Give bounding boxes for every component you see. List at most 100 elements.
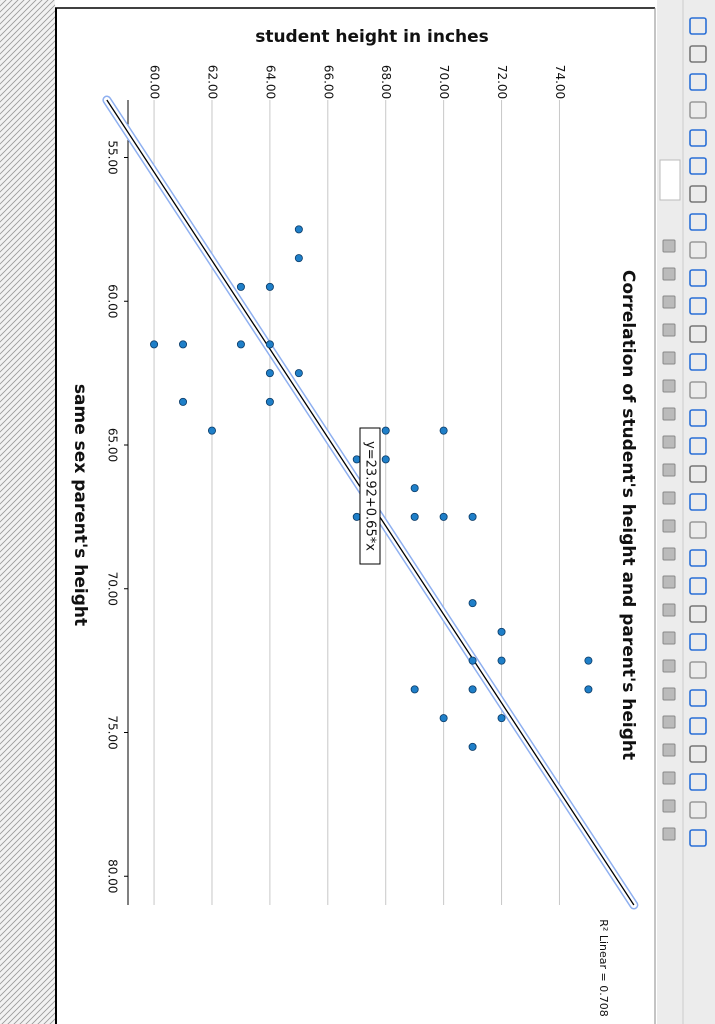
toolbar-button[interactable]	[689, 493, 707, 511]
point	[150, 340, 159, 349]
point	[439, 714, 448, 723]
x-tick-label: 55.00	[106, 140, 120, 174]
toolbar-button[interactable]	[689, 605, 707, 623]
x-tick-label: 70.00	[106, 572, 120, 606]
point	[410, 685, 419, 694]
point	[468, 656, 477, 665]
x-axis-title: same sex parent's height	[70, 384, 90, 626]
equation-box	[359, 427, 381, 565]
toolbar-button[interactable]	[689, 297, 707, 315]
point	[468, 742, 477, 751]
toolbar-button[interactable]	[662, 631, 676, 645]
toolbar-button[interactable]	[689, 549, 707, 567]
equation-label: y=23.92+0.65*x	[363, 441, 378, 551]
y-tick-label: 72.00	[495, 65, 509, 99]
toolbar-button[interactable]	[689, 717, 707, 735]
toolbar-button[interactable]	[689, 661, 707, 679]
point	[294, 254, 303, 263]
toolbar-button[interactable]	[662, 687, 676, 701]
point	[381, 455, 390, 464]
plot: 60.00 62.00 64.00 66.00 68.00 70.00 72.00 74.00…	[102, 65, 639, 910]
toolbar-button[interactable]	[662, 799, 676, 813]
toolbar-button[interactable]	[689, 633, 707, 651]
toolbar-button[interactable]	[689, 45, 707, 63]
point	[294, 225, 303, 234]
toolbar-button[interactable]	[662, 491, 676, 505]
point	[207, 426, 216, 435]
point	[497, 627, 506, 636]
point	[497, 656, 506, 665]
x-tick-label: 80.00	[106, 859, 120, 893]
point	[584, 685, 593, 694]
toolbar-button[interactable]	[689, 801, 707, 819]
point	[265, 282, 274, 291]
toolbar-button[interactable]	[662, 239, 676, 253]
toolbar-button[interactable]	[662, 575, 676, 589]
y-tick-label: 70.00	[437, 65, 451, 99]
toolbar-button[interactable]	[662, 771, 676, 785]
point	[468, 599, 477, 608]
toolbar-button[interactable]	[689, 465, 707, 483]
toolbar-button[interactable]	[662, 323, 676, 337]
point	[439, 426, 448, 435]
toolbar-button[interactable]	[689, 829, 707, 847]
point	[352, 455, 361, 464]
toolbar-button[interactable]	[662, 379, 676, 393]
point	[584, 656, 593, 665]
point	[468, 512, 477, 521]
point	[497, 714, 506, 723]
toolbar-button[interactable]	[662, 351, 676, 365]
toolbar-button[interactable]	[662, 659, 676, 673]
toolbar-button[interactable]	[662, 463, 676, 477]
toolbar-button[interactable]	[689, 353, 707, 371]
toolbar-button[interactable]	[689, 745, 707, 763]
toolbar-button[interactable]	[689, 157, 707, 175]
toolbar-button[interactable]	[689, 521, 707, 539]
toolbar-button[interactable]	[662, 743, 676, 757]
point	[468, 685, 477, 694]
toolbar-button[interactable]	[689, 577, 707, 595]
point	[410, 484, 419, 493]
toolbar-button[interactable]	[689, 269, 707, 287]
toolbar-button[interactable]	[662, 603, 676, 617]
x-tick-label: 65.00	[106, 428, 120, 462]
toolbar-button[interactable]	[662, 267, 676, 281]
toolbar-button[interactable]	[662, 715, 676, 729]
toolbar-button[interactable]	[689, 73, 707, 91]
toolbar-button[interactable]	[689, 381, 707, 399]
y-tick-label: 66.00	[321, 65, 335, 99]
toolbar-button[interactable]	[689, 773, 707, 791]
x-tick-label: 75.00	[106, 715, 120, 749]
toolbar-button[interactable]	[689, 185, 707, 203]
point	[179, 340, 188, 349]
toolbar-button[interactable]	[689, 437, 707, 455]
toolbar-icons[interactable]	[662, 17, 707, 847]
point	[381, 426, 390, 435]
toolbar-button[interactable]	[689, 101, 707, 119]
point	[236, 282, 245, 291]
font-box[interactable]	[659, 159, 681, 201]
toolbar-button[interactable]	[662, 547, 676, 561]
toolbar-button[interactable]	[662, 407, 676, 421]
toolbar-button[interactable]	[662, 519, 676, 533]
x-tick-label: 60.00	[106, 284, 120, 318]
point	[265, 369, 274, 378]
toolbar-button[interactable]	[689, 17, 707, 35]
y-tick-label: 62.00	[205, 65, 219, 99]
toolbar-button[interactable]	[689, 325, 707, 343]
toolbar-button[interactable]	[689, 241, 707, 259]
point	[236, 340, 245, 349]
point	[265, 340, 274, 349]
toolbar-button[interactable]	[689, 213, 707, 231]
toolbar-button[interactable]	[689, 689, 707, 707]
toolbar-button[interactable]	[662, 435, 676, 449]
toolbar-button[interactable]	[662, 827, 676, 841]
toolbar-button[interactable]	[662, 295, 676, 309]
toolbar-button[interactable]	[689, 409, 707, 427]
chart-title: Correlation of student's height and pare…	[618, 270, 638, 760]
toolbar-button[interactable]	[689, 129, 707, 147]
y-tick-label: 64.00	[263, 65, 277, 99]
point	[410, 512, 419, 521]
hatched-margin	[0, 0, 55, 1024]
